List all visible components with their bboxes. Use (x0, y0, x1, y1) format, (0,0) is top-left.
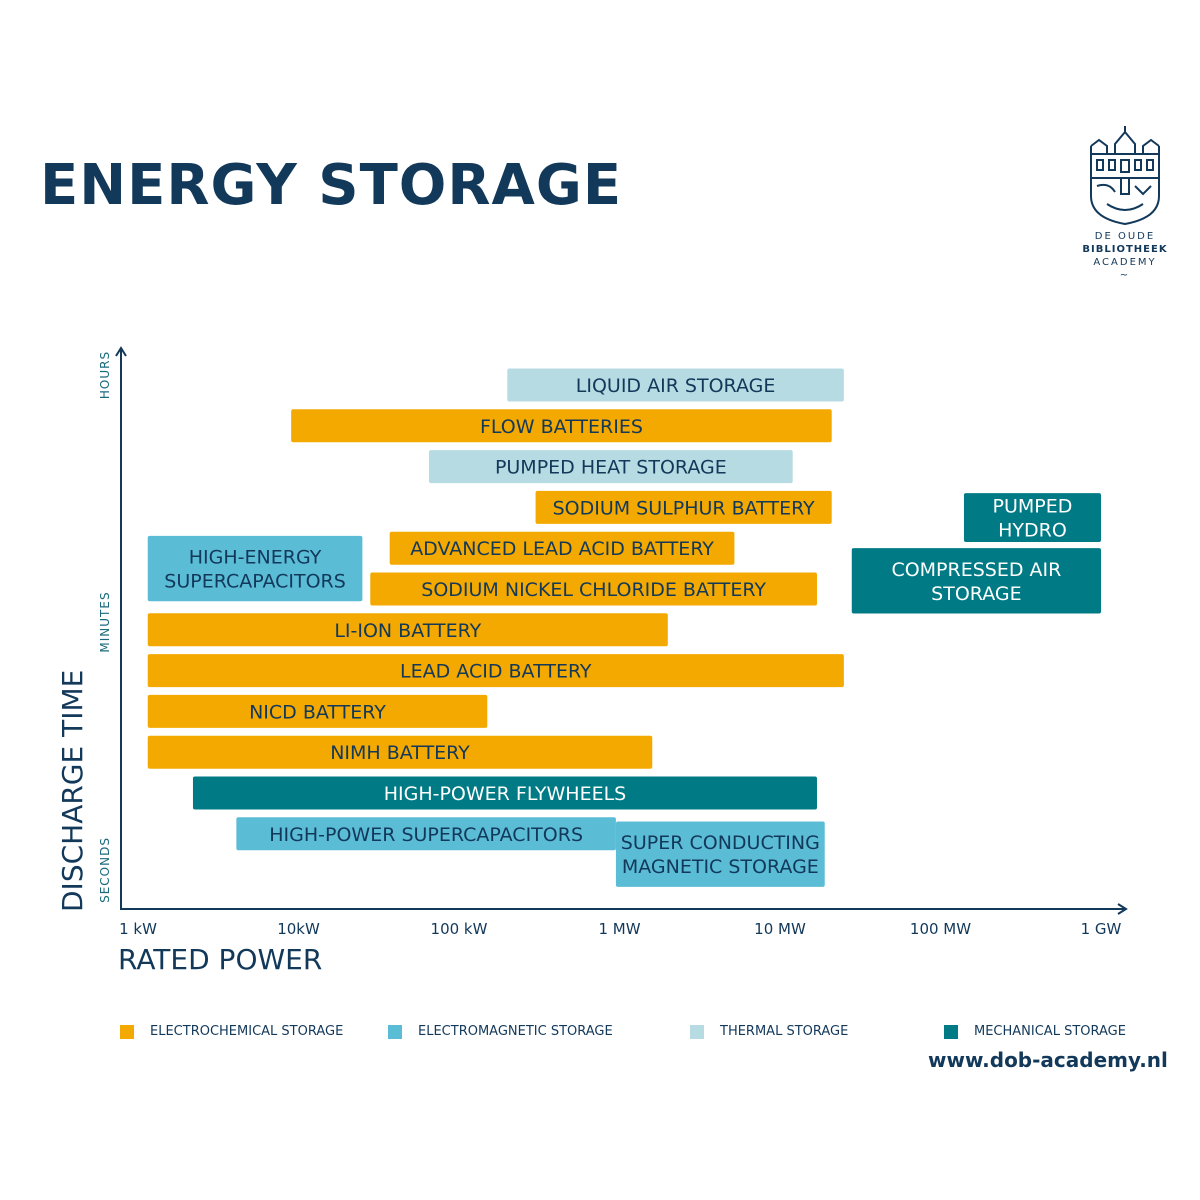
bar-rect (147, 535, 363, 602)
bar-li-ion-battery: LI-ION BATTERY (147, 613, 668, 647)
bar-rect (192, 776, 817, 810)
legend-label: MECHANICAL STORAGE (974, 1024, 1126, 1039)
bars: LIQUID AIR STORAGE FLOW BATTERIES PUMPED H… (147, 368, 1101, 887)
bar-rect (535, 490, 832, 524)
bar-label: ADVANCED LEAD ACID BATTERY (410, 538, 714, 560)
bar-label: HIGH-ENERGY (189, 547, 322, 569)
y-axis-arrow-icon (115, 346, 127, 357)
bar-rect (236, 817, 616, 851)
bar-sodium-sulphur-battery: SODIUM SULPHUR BATTERY (535, 490, 832, 524)
legend-label: THERMAL STORAGE (720, 1024, 849, 1039)
legend-item-electromagnetic: ELECTROMAGNETIC STORAGE (388, 1024, 613, 1039)
bar-label: HYDRO (998, 520, 1067, 542)
bar-label: NIMH BATTERY (330, 742, 470, 764)
bar-label: PUMPED HEAT STORAGE (495, 457, 727, 479)
bar-advanced-lead-acid-battery: ADVANCED LEAD ACID BATTERY (389, 531, 735, 565)
y-tick-label: MINUTES (98, 591, 112, 652)
bar-label: NICD BATTERY (249, 701, 386, 723)
bar-label: STORAGE (931, 583, 1021, 605)
logo-line-2: BIBLIOTHEEK (1082, 244, 1168, 255)
bar-rect (147, 613, 668, 647)
bar-nimh-battery: NIMH BATTERY (147, 735, 653, 769)
library-building-icon (1090, 126, 1160, 226)
bar-label: SODIUM NICKEL CHLORIDE BATTERY (421, 579, 766, 601)
bar-label: SUPERCAPACITORS (164, 571, 346, 593)
x-axis-arrow-icon (1117, 903, 1128, 915)
bar-label: LI-ION BATTERY (334, 620, 481, 642)
x-axis-title: RATED POWER (118, 943, 322, 976)
bar-rect (370, 572, 817, 606)
academy-logo: DE OUDE BIBLIOTHEEK ACADEMY ~ (1080, 126, 1170, 286)
bar-rect (963, 493, 1101, 543)
bar-sodium-nickel-chloride-battery: SODIUM NICKEL CHLORIDE BATTERY (370, 572, 817, 606)
legend-swatch (120, 1024, 134, 1039)
bar-rect (291, 409, 832, 443)
bar-rect (615, 821, 825, 887)
legend-swatch (388, 1024, 402, 1039)
bar-rect (147, 654, 844, 688)
y-tick-labels: SECONDS MINUTES HOURS (98, 351, 112, 903)
legend-item-mechanical: MECHANICAL STORAGE (944, 1024, 1126, 1039)
bar-label: LEAD ACID BATTERY (400, 661, 592, 683)
x-tick-label: 10kW (277, 920, 320, 938)
bar-nicd-battery: NICD BATTERY (147, 694, 488, 728)
bar-label: COMPRESSED AIR (891, 559, 1061, 581)
legend-item-thermal: THERMAL STORAGE (690, 1024, 848, 1039)
bar-rect (851, 548, 1101, 614)
legend-swatch (944, 1024, 958, 1039)
bar-label: SODIUM SULPHUR BATTERY (553, 497, 815, 519)
bar-rect (147, 735, 653, 769)
legend: ELECTROCHEMICAL STORAGE ELECTROMAGNETIC S… (0, 1024, 1200, 1044)
bar-label: HIGH-POWER SUPERCAPACITORS (269, 824, 583, 846)
logo-line-3: ACADEMY (1093, 257, 1157, 268)
bar-label: PUMPED (993, 496, 1073, 518)
bar-label: HIGH-POWER FLYWHEELS (384, 783, 627, 805)
bar-label: LIQUID AIR STORAGE (576, 375, 776, 397)
energy-storage-chart: LIQUID AIR STORAGE FLOW BATTERIES PUMPED H… (56, 346, 1128, 976)
legend-item-electrochemical: ELECTROCHEMICAL STORAGE (120, 1024, 343, 1039)
x-tick-label: 1 GW (1081, 920, 1122, 938)
bar-label: MAGNETIC STORAGE (622, 856, 819, 878)
bar-label: FLOW BATTERIES (480, 416, 643, 438)
axes (115, 346, 1128, 915)
legend-label: ELECTROCHEMICAL STORAGE (150, 1024, 344, 1039)
x-tick-label: 1 MW (598, 920, 640, 938)
logo-flourish-icon: ~ (1119, 270, 1131, 281)
x-tick-label: 1 kW (119, 920, 157, 938)
y-axis-title: DISCHARGE TIME (56, 670, 89, 912)
bar-high-power-flywheels: HIGH-POWER FLYWHEELS (192, 776, 817, 810)
bar-liquid-air-storage: LIQUID AIR STORAGE (507, 368, 844, 402)
x-tick-label: 100 kW (431, 920, 488, 938)
bar-rect (507, 368, 844, 402)
bar-high-power-supercapacitors: HIGH-POWER SUPERCAPACITORS (236, 817, 616, 851)
legend-label: ELECTROMAGNETIC STORAGE (418, 1024, 613, 1039)
bar-rect (428, 450, 793, 484)
bar-pumped-heat-storage: PUMPED HEAT STORAGE (428, 450, 793, 484)
bar-flow-batteries: FLOW BATTERIES (291, 409, 832, 443)
bar-rect (389, 531, 735, 565)
x-tick-label: 10 MW (754, 920, 806, 938)
bar-lead-acid-battery: LEAD ACID BATTERY (147, 654, 844, 688)
bar-label: SUPER CONDUCTING (621, 832, 820, 854)
y-tick-label: HOURS (98, 351, 112, 399)
page-title: ENERGY STORAGE (40, 153, 623, 218)
website-url: www.dob-academy.nl (928, 1048, 1168, 1072)
x-tick-label: 100 MW (910, 920, 971, 938)
logo-line-1: DE OUDE (1094, 231, 1156, 242)
x-tick-labels: 1 kW 10kW 100 kW 1 MW 10 MW 100 MW 1 GW (119, 920, 1121, 938)
bar-rect (147, 694, 488, 728)
legend-swatch (690, 1024, 704, 1039)
y-tick-label: SECONDS (98, 837, 112, 903)
